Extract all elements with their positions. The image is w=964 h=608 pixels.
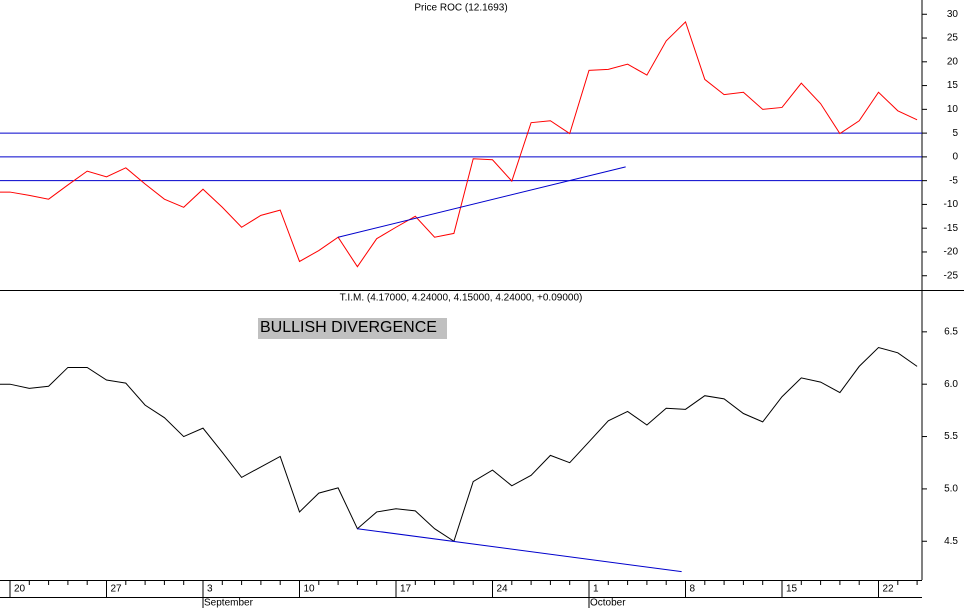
x-tick-label: 15 (786, 584, 798, 595)
y-tick-label: 0 (952, 152, 958, 163)
panel-title: Price ROC (12.1693) (414, 3, 507, 14)
x-tick-label: 3 (207, 584, 213, 595)
trend-line (357, 528, 682, 573)
x-tick-label: 24 (497, 584, 509, 595)
annotation: BULLISH DIVERGENCE (260, 319, 437, 336)
y-tick-label: 6.0 (944, 379, 958, 390)
y-tick-label: -5 (949, 175, 958, 186)
y-tick-label: 20 (947, 56, 959, 67)
y-tick-label: -25 (944, 270, 959, 281)
x-tick-label: 10 (304, 584, 316, 595)
y-tick-label: 10 (947, 104, 959, 115)
y-tick-label: -15 (944, 223, 959, 234)
y-tick-label: 4.5 (944, 536, 958, 547)
y-tick-label: -20 (944, 247, 959, 258)
month-label: September (204, 598, 254, 608)
x-tick-label: 20 (14, 584, 26, 595)
y-tick-label: 30 (947, 9, 959, 20)
y-tick-label: 6.5 (944, 326, 958, 337)
panel-title: T.I.M. (4.17000, 4.24000, 4.15000, 4.240… (340, 293, 583, 304)
y-tick-label: 15 (947, 80, 959, 91)
x-tick-label: 8 (690, 584, 696, 595)
y-tick-label: 25 (947, 33, 959, 44)
x-tick-label: 27 (111, 584, 123, 595)
y-tick-label: 5.5 (944, 431, 958, 442)
trend-line (337, 166, 626, 238)
y-tick-label: 5.0 (944, 484, 958, 495)
y-tick-label: 5 (952, 128, 958, 139)
x-tick-label: 22 (883, 584, 895, 595)
x-tick-label: 17 (400, 584, 412, 595)
annotation-box (258, 318, 447, 339)
x-tick-label: 1 (593, 584, 599, 595)
y-tick-label: -10 (944, 199, 959, 210)
data-line (0, 20, 918, 268)
month-label: October (590, 598, 626, 608)
plot-area (0, 20, 922, 573)
